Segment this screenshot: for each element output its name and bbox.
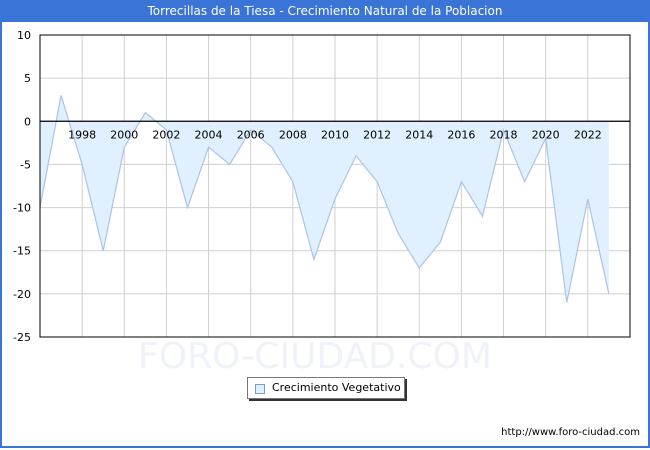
y-tick-label: -5 bbox=[20, 158, 31, 171]
legend-swatch-icon bbox=[255, 384, 265, 394]
x-tick-label: 2008 bbox=[279, 128, 307, 141]
y-tick-label: 5 bbox=[24, 72, 31, 85]
x-tick-label: 2004 bbox=[195, 128, 223, 141]
y-tick-label: -15 bbox=[13, 245, 31, 258]
legend-label: Crecimiento Vegetativo bbox=[272, 381, 401, 394]
y-tick-label: -10 bbox=[13, 202, 31, 215]
x-tick-label: 2014 bbox=[405, 128, 433, 141]
x-tick-label: 1998 bbox=[68, 128, 96, 141]
y-tick-label: 0 bbox=[24, 115, 31, 128]
legend: Crecimiento Vegetativo bbox=[247, 377, 405, 399]
x-tick-label: 2012 bbox=[363, 128, 391, 141]
source-url: http://www.foro-ciudad.com bbox=[501, 427, 640, 438]
y-tick-label: -25 bbox=[13, 331, 31, 344]
watermark: FORO-CIUDAD.COM bbox=[138, 336, 492, 377]
x-tick-label: 2002 bbox=[152, 128, 180, 141]
chart-title: Torrecillas de la Tiesa - Crecimiento Na… bbox=[0, 0, 650, 22]
x-tick-label: 2000 bbox=[110, 128, 138, 141]
y-tick-label: -20 bbox=[13, 288, 31, 301]
area-fill bbox=[40, 95, 609, 303]
x-tick-label: 2020 bbox=[532, 128, 560, 141]
y-tick-label: 10 bbox=[17, 29, 31, 42]
x-tick-label: 2006 bbox=[237, 128, 265, 141]
series-line bbox=[39, 95, 610, 303]
x-tick-label: 2016 bbox=[447, 128, 475, 141]
x-tick-label: 2010 bbox=[321, 128, 349, 141]
x-tick-label: 2022 bbox=[574, 128, 602, 141]
x-tick-label: 2018 bbox=[490, 128, 518, 141]
